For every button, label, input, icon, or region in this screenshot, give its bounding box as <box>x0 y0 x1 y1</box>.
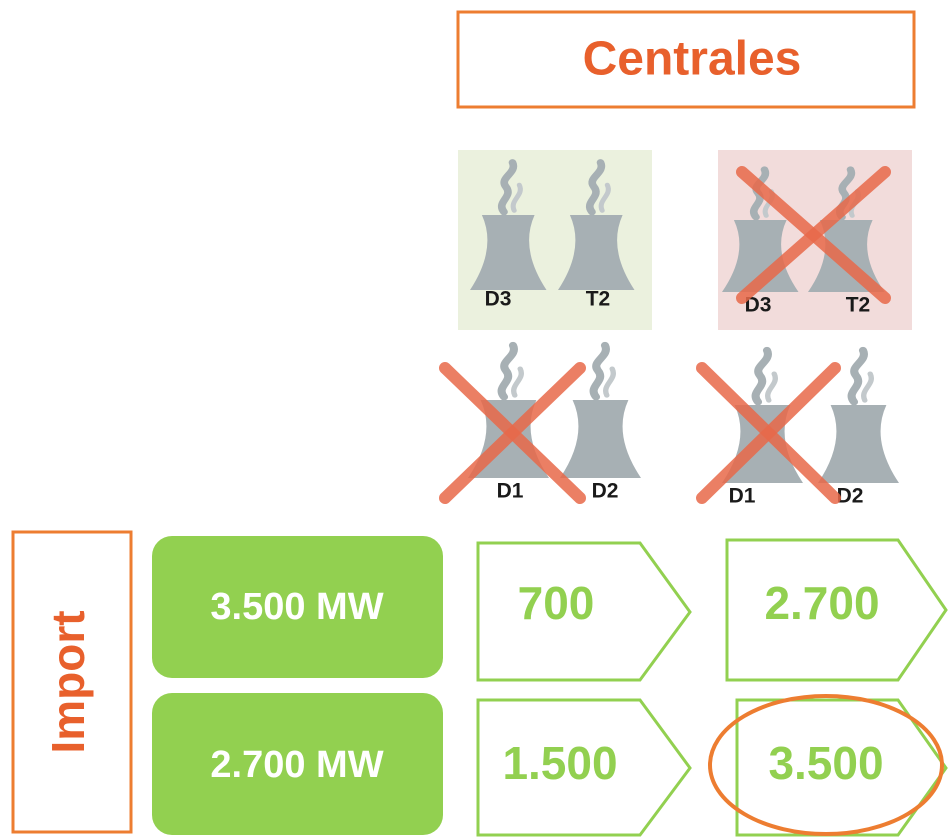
capacity-label: 3.500 MW <box>210 586 383 628</box>
plant-label: D1 <box>729 485 756 508</box>
value-label: 3.500 <box>768 737 883 789</box>
capacity-label: 2.700 MW <box>210 744 383 786</box>
header-box <box>456 10 916 109</box>
header-title: Centrales <box>583 33 802 86</box>
capacity-box <box>152 693 443 835</box>
plant-label: D1 <box>497 480 524 503</box>
plant-label: T2 <box>846 294 871 317</box>
value-arrow <box>476 698 692 837</box>
plant-group: D3 T2 <box>458 150 652 330</box>
capacity-box <box>152 536 443 678</box>
plant-group: D1 D2 <box>696 350 899 508</box>
plant-label: D3 <box>745 294 772 317</box>
plant-group: D1 D2 <box>439 345 641 504</box>
import-label: Import <box>42 610 94 753</box>
plant-label: T2 <box>586 288 611 311</box>
value-label: 700 <box>518 577 595 629</box>
plant-label: D2 <box>592 480 619 503</box>
plant-label: D3 <box>485 288 512 311</box>
plant-label: D2 <box>837 485 864 508</box>
value-label: 2.700 <box>764 577 879 629</box>
value-arrow <box>476 541 692 682</box>
plant-group: D3 T2 <box>718 150 912 330</box>
highlight-ellipse <box>708 694 944 836</box>
import-box <box>11 530 133 834</box>
value-arrow <box>725 538 948 682</box>
value-label: 1.500 <box>502 737 617 789</box>
